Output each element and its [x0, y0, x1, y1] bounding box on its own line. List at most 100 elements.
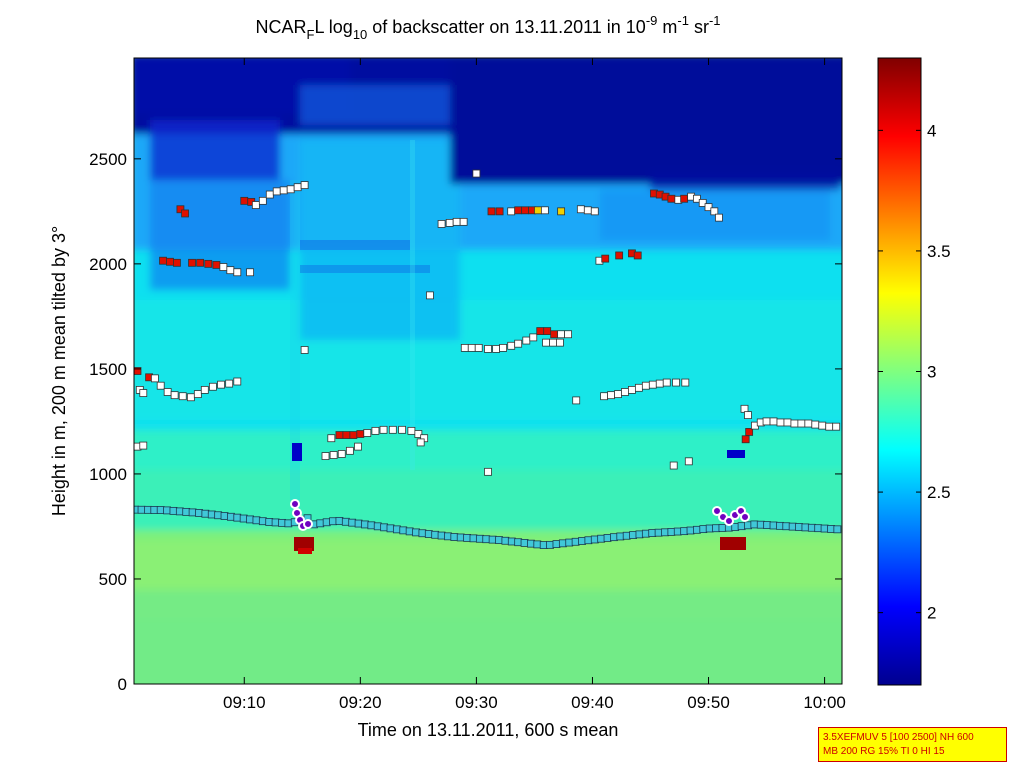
- layer-point: [693, 194, 701, 203]
- boundary-layer-point: [444, 532, 452, 541]
- layer-point: [521, 206, 530, 215]
- boundary-layer-point: [182, 507, 191, 516]
- boundary-layer-point: [246, 515, 254, 524]
- boundary-layer-point: [699, 525, 708, 534]
- boundary-layer-point: [227, 512, 235, 521]
- layer-point: [543, 327, 552, 335]
- layer-point: [159, 256, 167, 265]
- boundary-layer-point: [820, 524, 829, 533]
- layer-point: [170, 391, 179, 400]
- boundary-layer-point: [756, 520, 765, 529]
- layer-point: [354, 442, 362, 451]
- layer-point: [583, 206, 592, 215]
- layer-point: [590, 207, 599, 216]
- boundary-layer-point: [495, 536, 503, 544]
- boundary-layer-point: [271, 518, 280, 527]
- boundary-layer-point: [134, 505, 140, 514]
- layer-point: [398, 425, 407, 434]
- colorbar-tick-label: 3: [927, 363, 936, 382]
- layer-point: [514, 206, 523, 215]
- colorbar-tick-label: 4: [927, 121, 936, 140]
- boundary-layer-point: [284, 519, 293, 528]
- boundary-layer-point: [565, 538, 574, 547]
- layer-point: [251, 201, 260, 209]
- layer-point: [499, 343, 507, 352]
- boundary-layer-point: [807, 523, 816, 532]
- boundary-layer-point: [265, 518, 274, 526]
- boundary-layer-point: [252, 516, 261, 525]
- layer-point: [258, 196, 267, 205]
- boundary-layer-point: [731, 523, 740, 531]
- boundary-layer-point: [201, 509, 210, 518]
- layer-point: [522, 336, 531, 345]
- layer-point: [300, 181, 309, 189]
- boundary-layer-point: [539, 541, 548, 549]
- x-tick-label: 09:30: [455, 693, 498, 712]
- boundary-layer-point: [520, 539, 529, 547]
- layer-point: [335, 431, 344, 439]
- info-line-2: MB 200 RG 15% TI 0 HI 15: [823, 746, 945, 757]
- layer-point: [576, 205, 585, 214]
- info-line-1: 3.5XEFMUV 5 [100 2500] NH 600: [823, 732, 974, 743]
- boundary-layer-point: [316, 519, 325, 528]
- layer-point: [474, 343, 483, 352]
- layer-point: [272, 187, 281, 196]
- layer-point: [337, 450, 346, 458]
- layer-point: [181, 209, 189, 218]
- x-tick-label: 09:20: [339, 693, 382, 712]
- layer-point: [641, 381, 650, 390]
- boundary-layer-point: [335, 516, 344, 525]
- colorbar-tick-label: 2: [927, 604, 936, 623]
- boundary-layer-point: [546, 540, 554, 549]
- boundary-layer-point: [424, 530, 433, 538]
- layer-point: [684, 457, 693, 466]
- layer-point: [233, 268, 242, 277]
- layer-point: [193, 390, 202, 399]
- layer-point: [818, 421, 827, 430]
- colorbar: [877, 57, 922, 686]
- layer-point: [219, 263, 228, 271]
- cloud-base-clusters: [290, 499, 750, 531]
- layer-point: [204, 259, 213, 268]
- boundary-layer-point: [156, 506, 165, 514]
- boundary-layer-point: [207, 510, 216, 519]
- boundary-layer-point: [278, 518, 286, 527]
- layer-point: [698, 199, 707, 207]
- boundary-layer-point: [654, 528, 663, 537]
- layer-point: [600, 392, 608, 401]
- layer-point: [437, 220, 446, 228]
- layer-point: [196, 258, 205, 267]
- layer-point: [414, 430, 423, 438]
- layer-point: [536, 327, 545, 335]
- layer-point: [669, 461, 678, 470]
- boundary-layer-point: [488, 535, 497, 544]
- boundary-layer-point: [239, 514, 248, 523]
- layer-point: [407, 426, 416, 435]
- boundary-layer-point: [163, 506, 171, 515]
- boundary-layer-point: [833, 525, 842, 534]
- boundary-layer-point: [150, 506, 159, 514]
- boundary-layer-point: [552, 540, 561, 548]
- y-tick-label: 2500: [89, 150, 127, 169]
- boundary-layer-point: [195, 509, 203, 517]
- layer-point: [557, 207, 566, 216]
- boundary-layer-point: [373, 522, 382, 531]
- y-tick-label: 1000: [89, 465, 127, 484]
- colorbar-tick-label: 2.5: [927, 483, 951, 502]
- layer-point: [680, 194, 689, 203]
- layer-point: [607, 391, 615, 400]
- boundary-layer-point: [405, 527, 414, 536]
- boundary-layer-point: [776, 521, 784, 530]
- layer-point: [445, 219, 454, 227]
- colorbar-tick-label: 3.5: [927, 242, 951, 261]
- layer-point: [715, 213, 723, 222]
- boundary-layer-point: [361, 520, 369, 529]
- heatmap-field: [134, 58, 842, 684]
- boundary-layer-point: [661, 528, 669, 537]
- boundary-layer-point: [622, 531, 631, 540]
- layer-point: [633, 251, 642, 260]
- layer-point: [286, 185, 295, 194]
- boundary-layer-point: [501, 536, 510, 545]
- boundary-layer-point: [712, 524, 720, 533]
- boundary-layer-point: [354, 519, 363, 528]
